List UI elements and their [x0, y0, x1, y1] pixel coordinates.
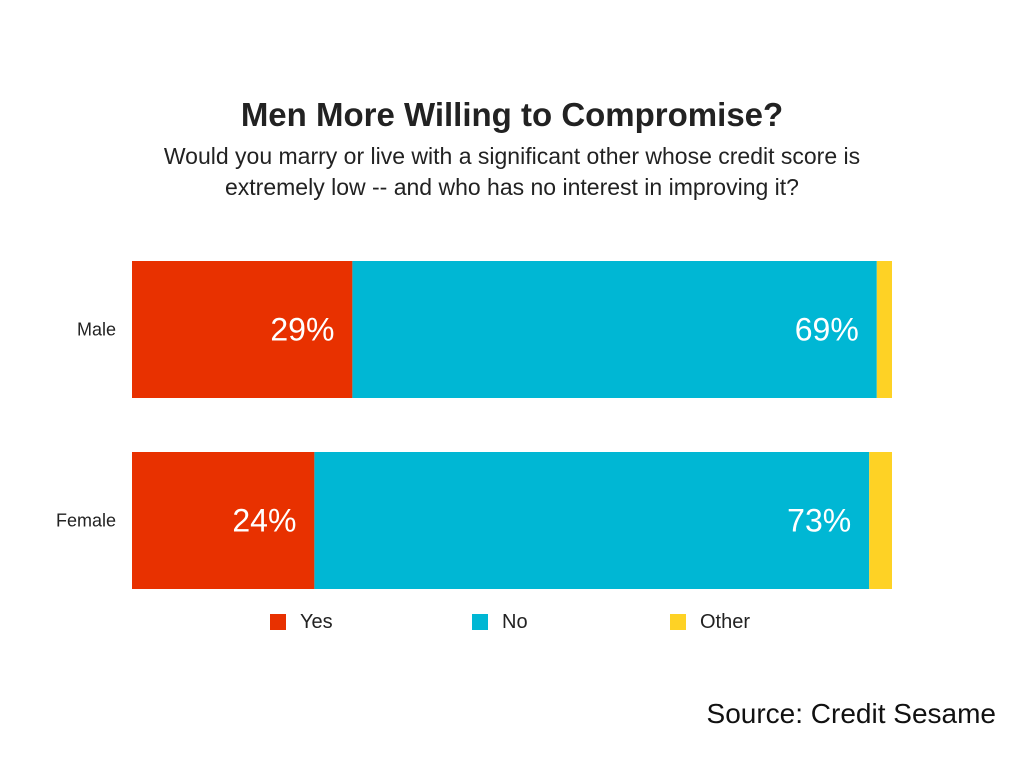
bars-layer	[132, 261, 892, 589]
chart-subtitle: Would you marry or live with a significa…	[163, 143, 861, 200]
legend-swatch-yes	[270, 614, 286, 630]
data-label-female-no: 73%	[787, 503, 851, 539]
category-label-male: Male	[77, 320, 116, 340]
legend-label-other: Other	[700, 611, 750, 633]
legend-swatch-other	[670, 614, 686, 630]
legend-swatch-no	[472, 614, 488, 630]
source-note: Source: Credit Sesame	[706, 698, 996, 729]
data-label-male-no: 69%	[795, 312, 859, 348]
category-label-female: Female	[56, 511, 116, 531]
legend: Yes No Other	[270, 611, 750, 633]
bar-female-other	[869, 452, 892, 589]
chart-title: Men More Willing to Compromise?	[240, 96, 784, 133]
bar-male-no	[352, 261, 877, 398]
legend-label-yes: Yes	[300, 611, 333, 633]
bar-male-yes	[132, 261, 353, 398]
bar-male-other	[876, 261, 892, 398]
data-label-female-yes: 24%	[232, 503, 296, 539]
labels-layer: Male 29% 69% Female 24% 73%	[56, 312, 859, 539]
data-label-male-yes: 29%	[270, 312, 334, 348]
bar-female-no	[314, 452, 870, 589]
legend-label-no: No	[502, 611, 528, 633]
bar-female-yes	[132, 452, 315, 589]
